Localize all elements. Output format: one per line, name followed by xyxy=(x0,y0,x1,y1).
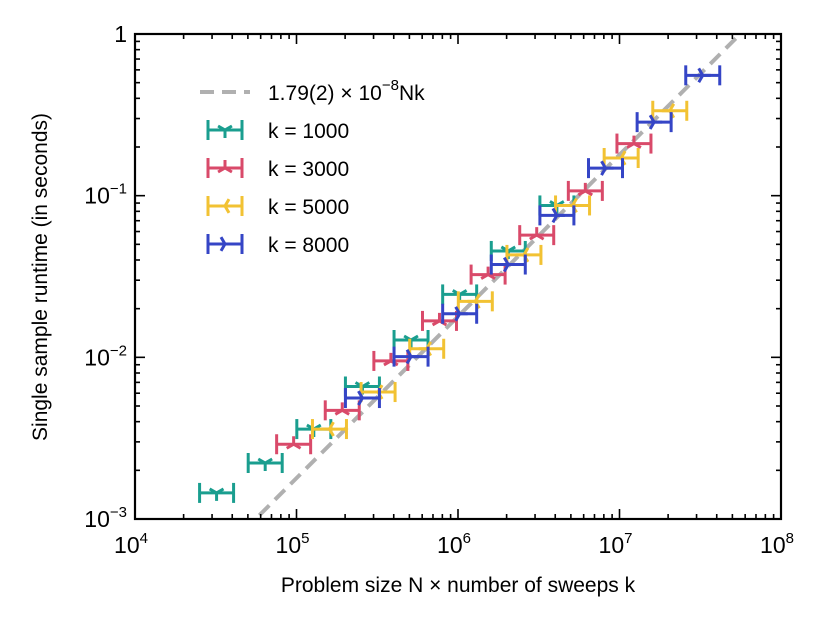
x-tick-label: 108 xyxy=(760,530,794,558)
y-axis-title: Single sample runtime (in seconds) xyxy=(29,113,52,441)
data-point-k-1000 xyxy=(246,453,284,474)
data-point-k-3000 xyxy=(469,264,507,285)
data-point-k-3000 xyxy=(518,225,556,246)
legend-label-k-1000: k = 1000 xyxy=(268,120,349,143)
y-tick-label: 1 xyxy=(114,21,127,47)
legend-swatch-k-3000 xyxy=(206,158,244,178)
y-tick-label: 10−3 xyxy=(84,504,127,532)
y-tick-label: 10−1 xyxy=(84,181,127,209)
plot-frame xyxy=(133,32,783,521)
x-tick-label: 107 xyxy=(599,530,633,558)
legend-label-k-3000: k = 3000 xyxy=(268,158,349,181)
data-marks-layer xyxy=(198,65,722,503)
fit-line xyxy=(252,34,743,519)
data-point-k-3000 xyxy=(323,400,361,421)
data-point-k-8000 xyxy=(684,65,722,86)
data-point-k-8000 xyxy=(587,158,625,179)
data-point-k-1000 xyxy=(198,482,236,503)
data-point-k-8000 xyxy=(489,254,527,275)
series-k-1000 xyxy=(198,195,576,503)
series-k-8000 xyxy=(343,65,722,409)
fit-line-layer xyxy=(252,34,743,519)
x-tick-label: 105 xyxy=(276,530,310,558)
data-point-k-3000 xyxy=(615,133,653,154)
legend-swatch-k-1000 xyxy=(206,120,244,140)
axis-ticks xyxy=(134,33,782,520)
x-tick-label: 104 xyxy=(114,530,148,558)
series-k-5000 xyxy=(310,100,689,440)
legend-swatch-k-8000 xyxy=(206,234,244,254)
data-point-k-8000 xyxy=(392,346,430,367)
x-axis-title: Problem size N × number of sweeps k xyxy=(281,574,636,597)
data-point-k-5000 xyxy=(456,291,494,312)
data-point-k-8000 xyxy=(343,388,381,409)
data-point-k-8000 xyxy=(538,205,576,226)
legend-label-k-5000: k = 5000 xyxy=(268,196,349,219)
legend-swatch-k-5000 xyxy=(206,196,244,216)
axis-tick-labels: 104 105 106 107 108 10−3 10−2 10−1 1 xyxy=(84,21,794,558)
data-point-k-5000 xyxy=(310,419,348,440)
data-point-k-3000 xyxy=(275,434,313,455)
legend-label-k-8000: k = 8000 xyxy=(268,234,349,257)
data-point-k-5000 xyxy=(651,100,689,121)
legend: 1.79(2) × 10−8Nk k = 1000 k = 3000 k = 5000… xyxy=(200,77,425,257)
x-tick-label: 106 xyxy=(437,530,471,558)
data-point-k-3000 xyxy=(372,350,410,371)
legend-fit-label: 1.79(2) × 10−8Nk xyxy=(268,77,425,105)
y-tick-label: 10−2 xyxy=(84,342,127,370)
data-point-k-3000 xyxy=(566,180,604,201)
data-point-k-8000 xyxy=(635,112,673,133)
data-point-k-8000 xyxy=(441,303,479,324)
